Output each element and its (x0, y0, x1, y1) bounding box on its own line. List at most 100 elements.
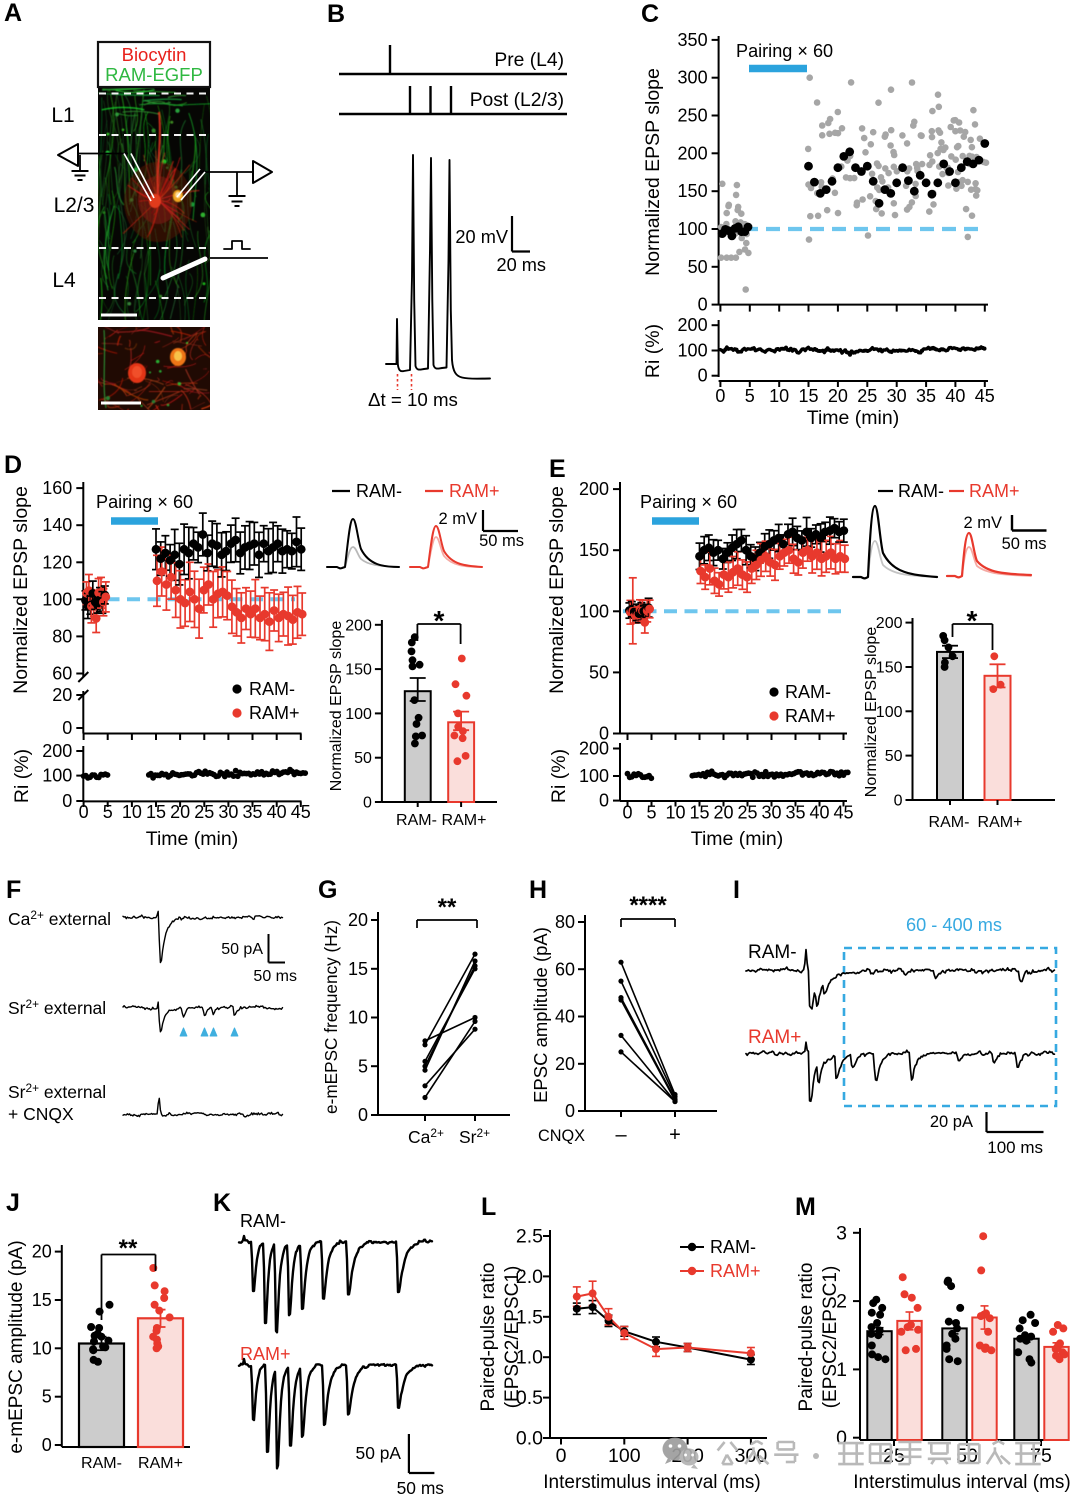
svg-text:5: 5 (646, 803, 656, 823)
svg-text:Normalized EPSP slope: Normalized EPSP slope (546, 486, 568, 694)
svg-text:200: 200 (42, 741, 72, 761)
svg-text:0: 0 (79, 802, 89, 822)
svg-text:0: 0 (62, 791, 72, 811)
svg-text:J: J (6, 1189, 20, 1217)
svg-text:150: 150 (345, 662, 372, 679)
svg-text:10: 10 (122, 802, 142, 822)
svg-text:D: D (4, 451, 22, 479)
svg-text:60: 60 (555, 959, 575, 979)
svg-text:45: 45 (833, 803, 853, 823)
svg-text:Time (min): Time (min) (691, 828, 783, 850)
svg-text:10: 10 (32, 1338, 52, 1358)
svg-text:EPSC amplitude (pA): EPSC amplitude (pA) (530, 927, 551, 1103)
svg-text:50 ms: 50 ms (397, 1478, 445, 1497)
svg-text:350: 350 (678, 30, 708, 50)
svg-text:0: 0 (836, 1427, 847, 1449)
svg-text:10: 10 (769, 386, 789, 406)
svg-text:RAM+: RAM+ (240, 1344, 291, 1364)
svg-text:Normalized EPSP slope: Normalized EPSP slope (642, 68, 664, 276)
svg-text:RAM-: RAM- (396, 812, 437, 829)
svg-text:200: 200 (579, 479, 609, 499)
svg-text:Normalized EPSP slope: Normalized EPSP slope (10, 486, 32, 694)
svg-text:Sr2+ external: Sr2+ external (8, 1081, 106, 1102)
svg-text:300: 300 (678, 68, 708, 88)
svg-text:*: * (434, 605, 445, 636)
svg-text:M: M (795, 1193, 816, 1221)
svg-text:Normalized EPSP slope: Normalized EPSP slope (328, 621, 345, 792)
svg-text:2: 2 (836, 1291, 847, 1313)
svg-text:(EPSC2/EPSC1): (EPSC2/EPSC1) (502, 1266, 523, 1409)
svg-text:2.0: 2.0 (516, 1266, 543, 1288)
svg-text:30: 30 (887, 386, 907, 406)
svg-text:50 ms: 50 ms (1002, 535, 1047, 553)
svg-text:25: 25 (194, 802, 214, 822)
svg-text:Paired-pulse ratio: Paired-pulse ratio (478, 1263, 499, 1412)
svg-text:0: 0 (894, 793, 903, 810)
svg-text:200: 200 (678, 143, 708, 163)
svg-text:L1: L1 (51, 104, 74, 127)
svg-text:L: L (481, 1193, 496, 1221)
svg-text:50 pA: 50 pA (221, 941, 263, 958)
svg-text:60: 60 (52, 664, 72, 684)
svg-text:40: 40 (809, 803, 829, 823)
svg-text:Ri (%): Ri (%) (11, 749, 33, 803)
svg-text:Post (L2/3): Post (L2/3) (470, 90, 564, 111)
svg-text:0.0: 0.0 (516, 1428, 543, 1450)
svg-text:0: 0 (62, 718, 72, 738)
svg-text:Time (min): Time (min) (146, 828, 238, 850)
svg-text:0: 0 (715, 386, 725, 406)
svg-text:G: G (318, 876, 337, 904)
svg-text:2.5: 2.5 (516, 1226, 543, 1248)
svg-text:50 ms: 50 ms (479, 532, 524, 550)
svg-text:100: 100 (678, 219, 708, 239)
svg-text:15: 15 (799, 386, 819, 406)
svg-text:–: – (615, 1124, 627, 1146)
svg-text:E: E (549, 455, 566, 483)
svg-text:25: 25 (737, 803, 757, 823)
svg-text:15: 15 (146, 802, 166, 822)
svg-text:60 - 400 ms: 60 - 400 ms (906, 915, 1002, 935)
svg-text:RAM+: RAM+ (442, 812, 487, 829)
svg-text:20 ms: 20 ms (496, 255, 546, 275)
svg-text:20: 20 (32, 1242, 52, 1262)
svg-text:C: C (641, 0, 659, 28)
svg-text:0: 0 (565, 1101, 575, 1121)
svg-text:120: 120 (42, 552, 72, 572)
svg-text:Pre (L4): Pre (L4) (494, 50, 564, 71)
svg-text:50: 50 (589, 662, 609, 682)
svg-text:200: 200 (678, 315, 708, 335)
svg-text:250: 250 (678, 106, 708, 126)
svg-text:100: 100 (579, 601, 609, 621)
svg-text:140: 140 (42, 515, 72, 535)
svg-text:RAM-: RAM- (710, 1237, 756, 1257)
svg-text:15: 15 (32, 1290, 52, 1310)
svg-text:RAM+: RAM+ (449, 481, 500, 501)
svg-text:Normalized EPSP slope: Normalized EPSP slope (863, 627, 880, 798)
svg-text:0: 0 (42, 1435, 52, 1455)
svg-text:Pairing × 60: Pairing × 60 (640, 492, 737, 512)
svg-text:Paired-pulse ratio: Paired-pulse ratio (796, 1263, 817, 1412)
svg-text:40: 40 (267, 802, 287, 822)
svg-text:20: 20 (348, 910, 368, 930)
svg-text:75: 75 (1030, 1445, 1052, 1467)
svg-text:RAM+: RAM+ (249, 703, 300, 723)
svg-text:100: 100 (608, 1445, 641, 1467)
svg-text:1.0: 1.0 (516, 1347, 543, 1369)
svg-text:0: 0 (363, 795, 372, 812)
svg-text:25: 25 (857, 386, 877, 406)
svg-text:35: 35 (243, 802, 263, 822)
svg-text:10: 10 (348, 1008, 368, 1028)
svg-text:1: 1 (836, 1359, 847, 1381)
svg-text:RAM+: RAM+ (138, 1455, 183, 1472)
svg-text:150: 150 (579, 540, 609, 560)
svg-text:150: 150 (876, 659, 903, 676)
svg-text:I: I (733, 876, 740, 904)
svg-text:50 ms: 50 ms (253, 968, 297, 985)
svg-text:0: 0 (622, 803, 632, 823)
svg-text:100 ms: 100 ms (987, 1138, 1043, 1157)
svg-text:Ri (%): Ri (%) (548, 749, 570, 803)
svg-text:0: 0 (556, 1445, 567, 1467)
svg-text:40: 40 (555, 1007, 575, 1027)
svg-text:5: 5 (745, 386, 755, 406)
svg-text:Ri (%): Ri (%) (642, 324, 664, 378)
